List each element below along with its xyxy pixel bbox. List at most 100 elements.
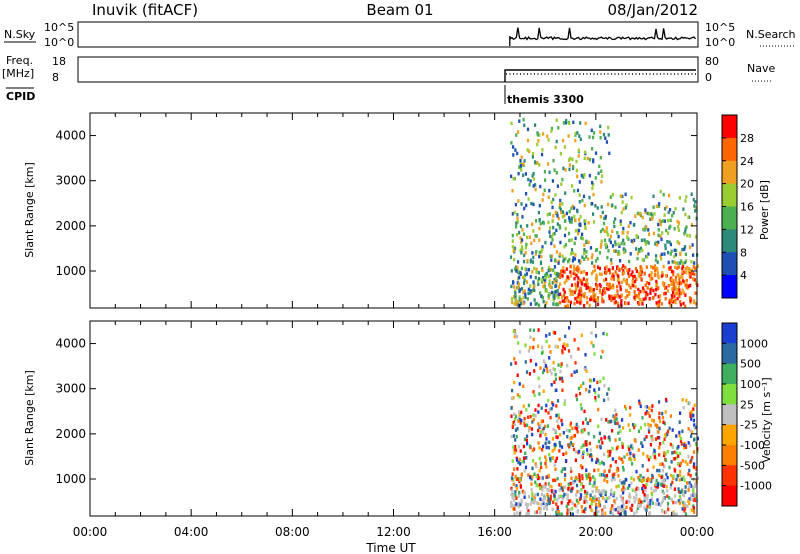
range-cell [643, 422, 647, 427]
range-cell [546, 495, 549, 499]
range-cell [644, 242, 647, 246]
range-cell [585, 369, 588, 373]
range-cell [596, 256, 599, 261]
range-cell [514, 417, 517, 421]
range-cell [675, 512, 678, 517]
range-cell [541, 476, 544, 480]
range-cell [548, 484, 551, 488]
range-cell [556, 184, 559, 188]
range-cell [580, 454, 583, 458]
range-cell [631, 283, 634, 287]
range-cell [580, 482, 583, 486]
range-cell [588, 289, 591, 293]
range-cell [518, 395, 521, 399]
range-cell [609, 240, 612, 245]
range-cell [585, 239, 588, 243]
range-cell [585, 443, 588, 447]
range-cell [684, 245, 687, 249]
range-cell [545, 465, 548, 469]
range-cell [570, 373, 573, 377]
range-cell [584, 489, 587, 494]
range-cell [676, 287, 679, 292]
range-cell [575, 504, 578, 509]
range-cell [656, 267, 659, 272]
range-cell [558, 224, 561, 228]
range-cell [538, 446, 541, 450]
range-cell [647, 422, 650, 427]
range-cell [555, 413, 558, 418]
range-cell [602, 452, 606, 457]
range-cell [511, 493, 514, 498]
colorbar-tick-label: -25 [740, 419, 758, 432]
range-cell [687, 215, 690, 220]
range-cell [568, 442, 571, 447]
freq-label-2: [MHz] [2, 67, 34, 80]
range-cell [619, 222, 622, 226]
range-cell [618, 437, 621, 441]
range-cell [548, 452, 551, 457]
range-cell [681, 275, 684, 279]
range-cell [602, 221, 606, 226]
range-cell [524, 502, 527, 506]
range-cell [551, 238, 554, 242]
range-cell [577, 231, 580, 236]
range-cell [571, 259, 574, 263]
range-cell [636, 211, 639, 216]
range-cell [566, 497, 569, 501]
range-cell [525, 438, 528, 443]
range-cell [571, 486, 574, 491]
range-cell [521, 215, 524, 219]
range-cell [675, 434, 678, 438]
range-cell [662, 491, 666, 496]
range-cell [615, 272, 618, 277]
range-cell [540, 254, 543, 259]
range-cell [579, 286, 582, 290]
range-cell [532, 337, 535, 342]
range-cell [572, 120, 575, 125]
range-cell [660, 274, 663, 278]
range-cell [527, 509, 530, 513]
range-cell [674, 275, 677, 280]
range-cell [597, 394, 600, 398]
range-cell [520, 266, 523, 271]
range-cell [691, 243, 694, 247]
range-cell [560, 469, 563, 474]
range-cell [580, 173, 583, 178]
range-cell [608, 151, 611, 156]
range-cell [541, 148, 544, 152]
range-cell [542, 484, 545, 489]
range-cell [590, 295, 593, 299]
range-cell [582, 293, 585, 297]
range-cell [681, 264, 685, 269]
range-cell [663, 252, 666, 256]
range-cell [690, 409, 693, 414]
range-cell [591, 147, 594, 151]
range-cell [618, 252, 621, 256]
range-cell [598, 431, 601, 436]
range-cell [520, 287, 524, 291]
range-cell [573, 276, 576, 281]
range-cell [527, 511, 530, 516]
range-cell [523, 289, 526, 293]
range-cell [540, 280, 544, 284]
range-cell [514, 438, 517, 442]
range-cell [630, 239, 633, 243]
range-cell [597, 424, 600, 429]
range-cell [556, 435, 559, 440]
range-cell [618, 424, 621, 429]
range-cell [545, 437, 548, 441]
range-cell [525, 203, 528, 208]
range-cell [611, 512, 615, 516]
range-cell [684, 260, 687, 265]
range-cell [635, 277, 638, 282]
range-cell [627, 274, 631, 278]
range-cell [524, 267, 527, 271]
range-cell [609, 195, 612, 199]
range-cell [677, 490, 681, 494]
range-cell [601, 292, 604, 296]
range-cell [639, 246, 643, 251]
colorbar-tick-label: 20 [740, 178, 754, 191]
range-cell [544, 504, 547, 508]
range-cell [510, 121, 513, 125]
